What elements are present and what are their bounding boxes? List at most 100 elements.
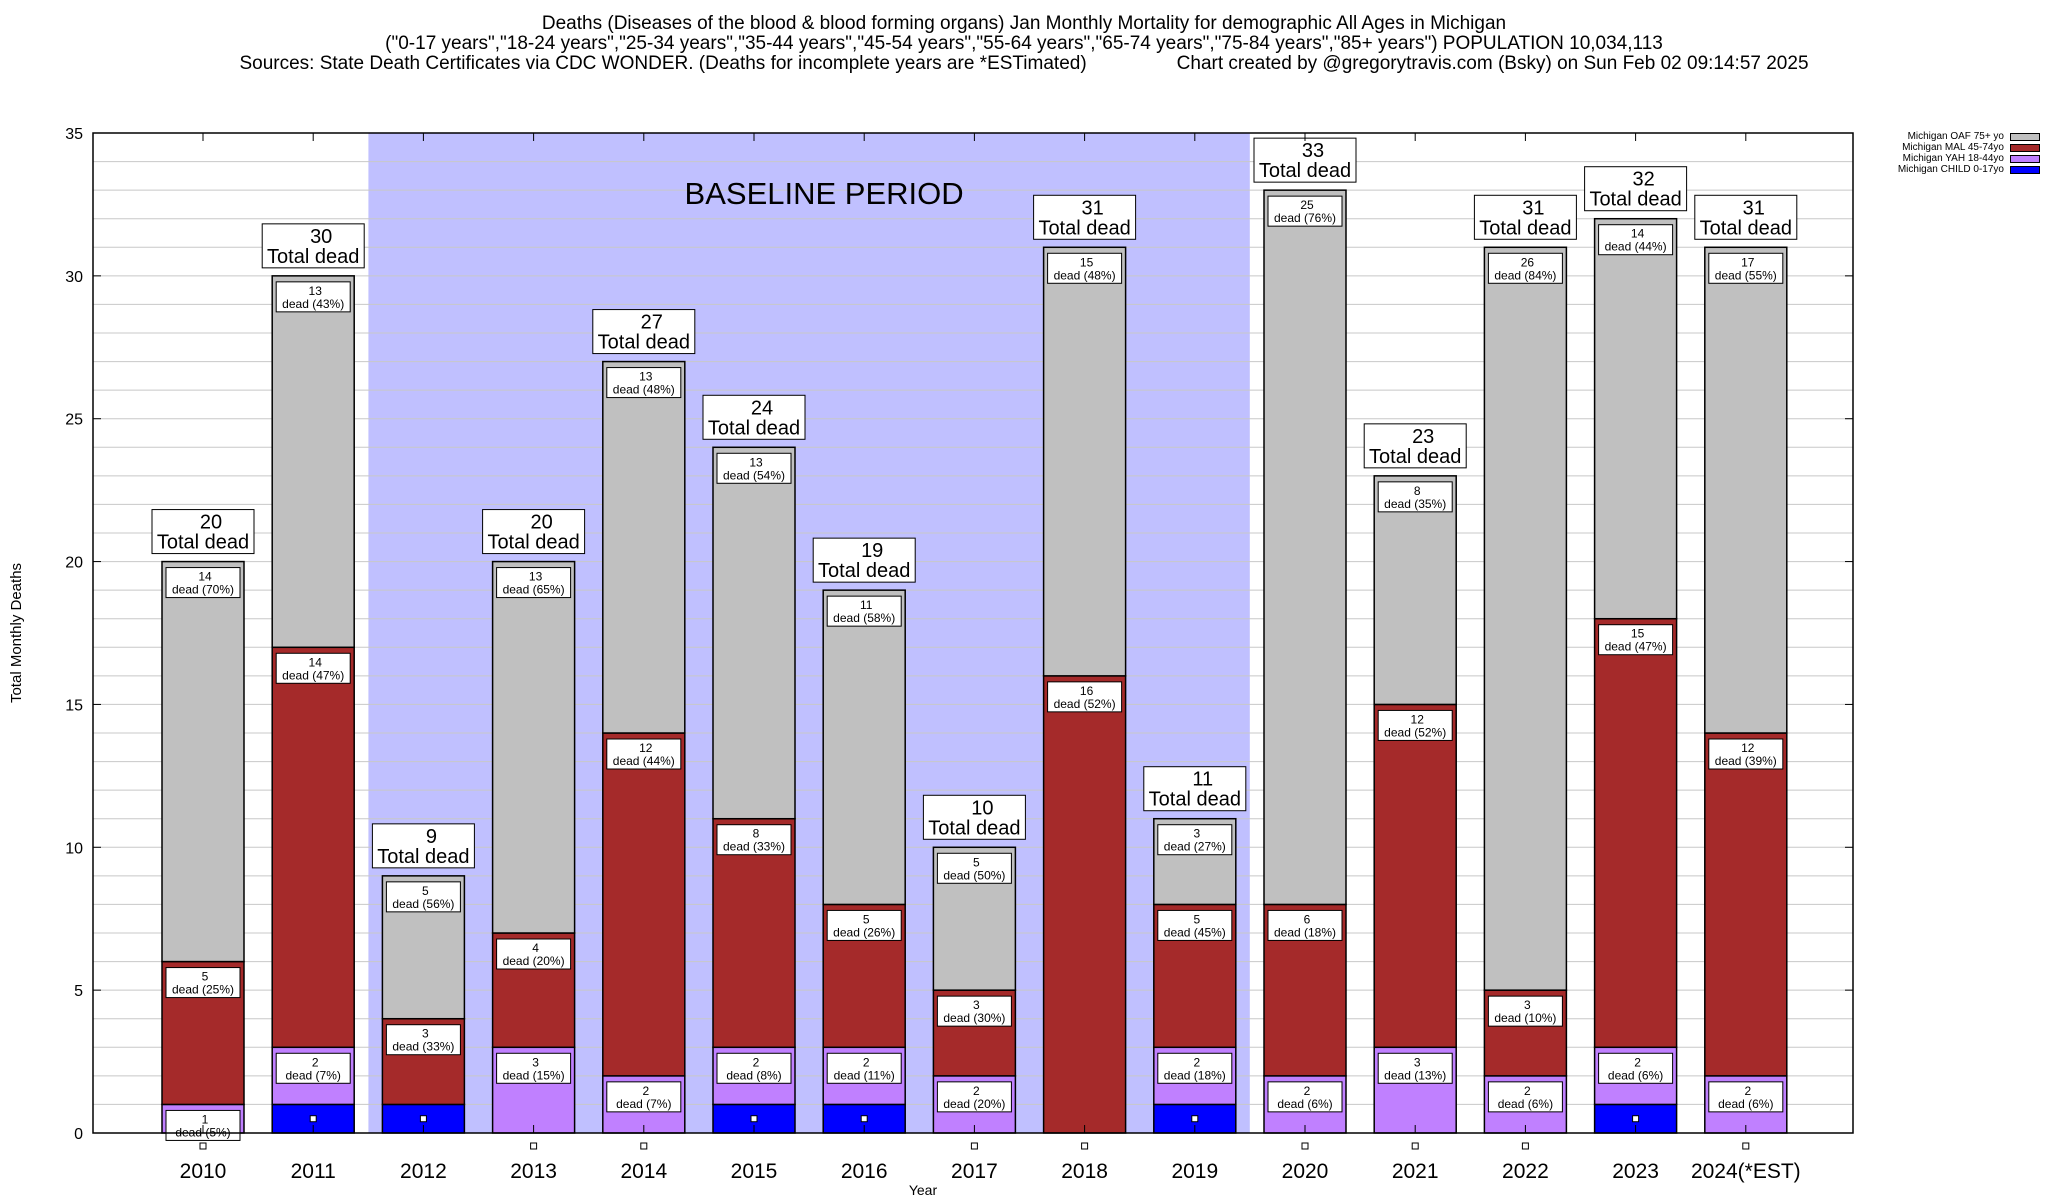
x-tick-label: 2010 — [180, 1160, 227, 1183]
x-tick-label: 2024(*EST) — [1691, 1160, 1801, 1183]
x-tick-label: 2021 — [1392, 1160, 1439, 1183]
segment-label-box — [1487, 995, 1563, 1027]
segment-label-percent: dead (50%) — [943, 868, 1005, 882]
bar-segment-oaf — [1704, 246, 1788, 734]
no-child-marker — [1411, 1142, 1419, 1150]
segment-label-percent: dead (48%) — [1054, 268, 1116, 282]
total-label-box — [1584, 166, 1688, 212]
segment-label-count: 5 — [1193, 912, 1200, 926]
segment-label-count: 3 — [973, 998, 980, 1012]
bar-segment-oaf — [161, 560, 245, 963]
segment-label-percent: dead (6%) — [1277, 1097, 1332, 1111]
bar-segment-mal — [1042, 675, 1127, 1134]
total-label-box — [1694, 194, 1798, 240]
segment-label-count: 3 — [422, 1027, 429, 1041]
total-label-text: Total dead — [708, 417, 800, 439]
segment-label-box — [936, 1081, 1012, 1113]
legend-swatch — [2010, 132, 2040, 141]
segment-label-box — [1598, 624, 1674, 656]
segment-label-percent: dead (47%) — [1605, 640, 1667, 654]
segment-label-percent: dead (11%) — [834, 1068, 895, 1082]
total-label-text: Total dead — [1700, 217, 1792, 239]
y-tick-label: 25 — [65, 412, 83, 429]
sources-text: Sources: State Death Certificates via CD… — [239, 53, 1087, 74]
segment-label-count: 2 — [642, 1084, 649, 1098]
legend-item-oaf: Michigan OAF 75+ yo — [1880, 131, 2040, 142]
y-tick-label: 30 — [65, 269, 83, 286]
segment-label-percent: dead (6%) — [1608, 1068, 1663, 1082]
segment-label-percent: dead (52%) — [1384, 725, 1446, 739]
legend-label: Michigan OAF 75+ yo — [1907, 131, 2004, 142]
total-label-box — [261, 223, 365, 269]
segment-label-box — [1267, 909, 1343, 941]
segment-label-percent: dead (20%) — [503, 954, 565, 968]
segment-label-percent: dead (13%) — [1384, 1068, 1446, 1082]
segment-label-percent: dead (84%) — [1494, 268, 1556, 282]
bar-segment-oaf — [602, 360, 686, 734]
legend-label: Michigan YAH 18-44yo — [1902, 153, 2004, 164]
total-label-text: Total dead — [818, 560, 910, 582]
segment-label-percent: dead (26%) — [833, 925, 895, 939]
segment-label-percent: dead (44%) — [1605, 240, 1667, 254]
segment-label-percent: dead (33%) — [392, 1040, 454, 1054]
total-label-text: Total dead — [267, 246, 359, 268]
total-label-text: Total dead — [157, 532, 249, 554]
chart-subtitle-sources: Sources: State Death Certificates via CD… — [0, 54, 2048, 74]
no-child-marker — [530, 1142, 538, 1150]
segment-label-percent: dead (30%) — [943, 1011, 1005, 1025]
segment-label-box — [1377, 481, 1453, 513]
total-label-box — [1473, 194, 1577, 240]
segment-label-box — [1708, 1081, 1784, 1113]
segment-label-count: 12 — [639, 741, 653, 755]
baseline-period-label: BASELINE PERIOD — [685, 176, 964, 211]
segment-label-box — [1598, 1052, 1674, 1084]
segment-label-box — [1708, 738, 1784, 770]
no-child-marker — [1742, 1142, 1750, 1150]
segment-label-box — [1377, 1052, 1453, 1084]
y-tick-label: 10 — [65, 840, 83, 857]
bar-segment-mal — [712, 817, 796, 1049]
total-label-text: Total dead — [1038, 217, 1130, 239]
segment-label-percent: dead (47%) — [282, 668, 344, 682]
x-tick-label: 2014 — [620, 1160, 667, 1183]
segment-label-count: 13 — [639, 370, 653, 384]
bar-segment-mal — [1593, 617, 1678, 1049]
segment-label-count: 5 — [422, 884, 429, 898]
total-label-box — [812, 537, 916, 583]
y-tick-label: 15 — [65, 697, 83, 714]
segment-label-percent: dead (7%) — [286, 1068, 341, 1082]
segment-label-percent: dead (6%) — [1718, 1097, 1773, 1111]
bar-segment-oaf — [491, 560, 576, 934]
segment-label-box — [716, 1052, 792, 1084]
bar-segment-oaf — [712, 446, 796, 820]
no-child-marker — [1081, 1142, 1089, 1150]
segment-label-percent: dead (65%) — [503, 583, 565, 597]
segment-label-box — [1157, 824, 1233, 856]
segment-label-count: 13 — [309, 284, 323, 298]
total-label-text: Total dead — [928, 817, 1020, 839]
segment-label-box — [275, 652, 351, 684]
no-child-marker — [640, 1142, 648, 1150]
segment-label-count: 11 — [860, 598, 873, 612]
total-label-box — [151, 509, 255, 555]
total-label-box — [1143, 766, 1247, 812]
bar-segment-oaf — [1373, 475, 1457, 706]
segment-label-percent: dead (45%) — [1164, 925, 1226, 939]
bar-segment-oaf — [1263, 189, 1347, 906]
chart-title-block: Deaths (Diseases of the blood & blood fo… — [0, 14, 2048, 74]
x-tick-label: 2020 — [1282, 1160, 1329, 1183]
total-label-text: Total dead — [1149, 789, 1241, 811]
segment-label-percent: dead (44%) — [613, 754, 675, 768]
x-tick-label: 2018 — [1061, 1160, 1108, 1183]
segment-label-box — [716, 824, 792, 856]
segment-label-box — [1267, 1081, 1343, 1113]
y-tick-label: 35 — [65, 126, 83, 143]
segment-label-percent: dead (6%) — [1498, 1097, 1553, 1111]
total-label-count: 24 — [751, 397, 773, 419]
